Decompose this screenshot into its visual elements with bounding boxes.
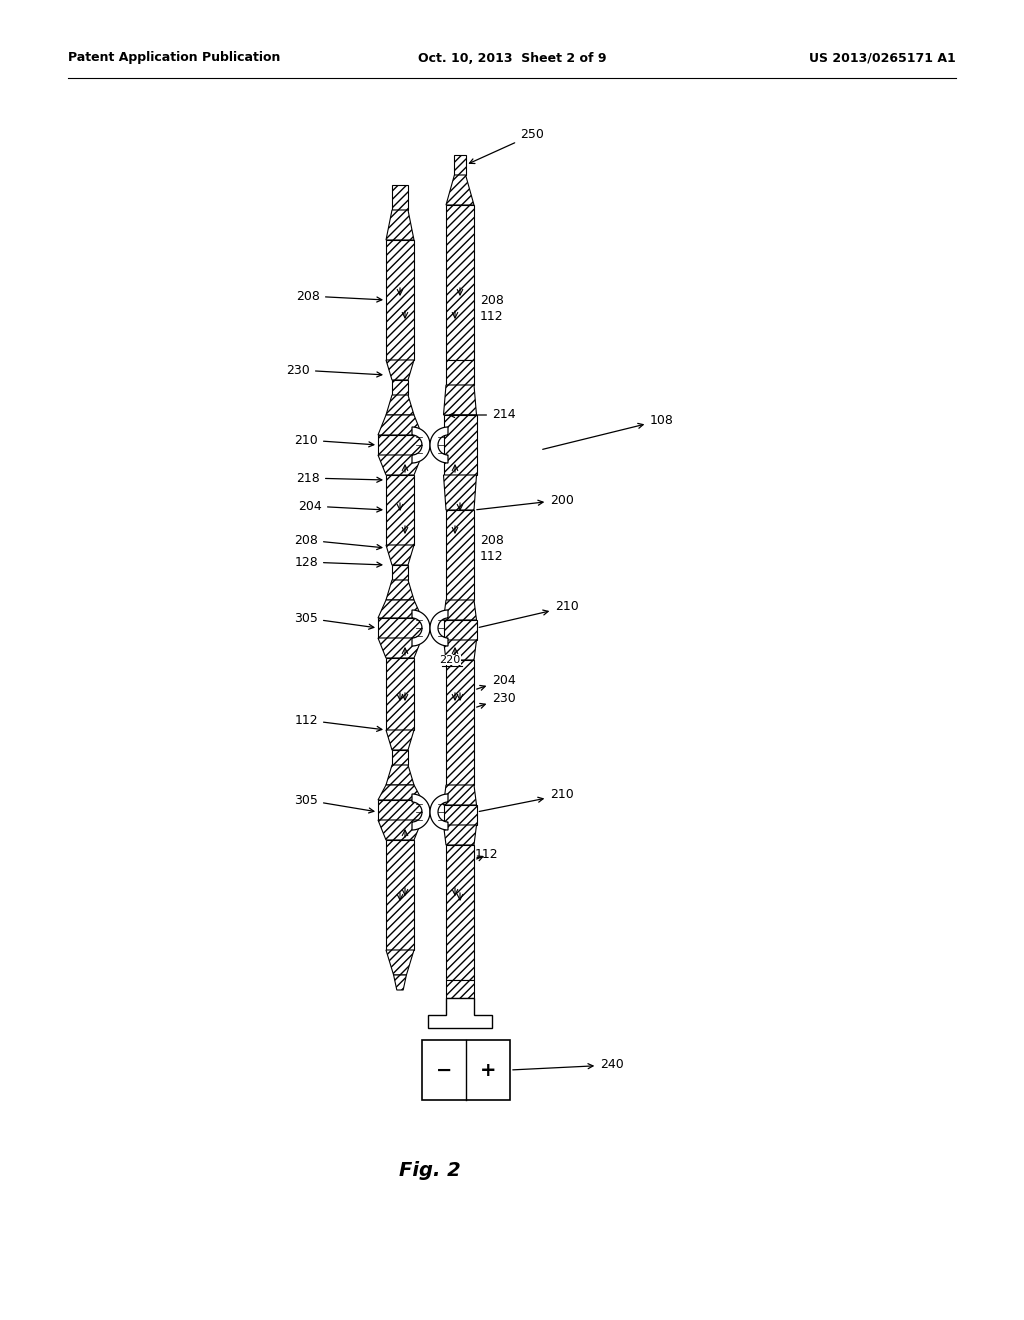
Polygon shape (446, 360, 474, 385)
Text: 230: 230 (287, 363, 382, 378)
Polygon shape (443, 620, 476, 640)
Text: 112: 112 (480, 309, 504, 322)
Text: 305: 305 (294, 793, 374, 813)
Text: 200: 200 (477, 494, 573, 510)
Polygon shape (430, 610, 449, 645)
Polygon shape (386, 475, 414, 545)
Text: 218: 218 (296, 471, 382, 484)
Polygon shape (412, 426, 430, 463)
Bar (422, 1040, 510, 1100)
Polygon shape (386, 545, 414, 565)
Polygon shape (386, 579, 414, 601)
Text: Oct. 10, 2013  Sheet 2 of 9: Oct. 10, 2013 Sheet 2 of 9 (418, 51, 606, 65)
Polygon shape (378, 601, 422, 618)
Polygon shape (428, 998, 492, 1028)
Polygon shape (443, 785, 476, 805)
Polygon shape (446, 979, 474, 998)
Text: 108: 108 (543, 413, 674, 449)
Polygon shape (446, 845, 474, 979)
Text: 208: 208 (294, 533, 382, 549)
Text: Patent Application Publication: Patent Application Publication (68, 51, 281, 65)
Text: 250: 250 (469, 128, 544, 164)
Polygon shape (386, 840, 414, 950)
Text: Fig. 2: Fig. 2 (399, 1160, 461, 1180)
Text: 112: 112 (475, 849, 499, 862)
Polygon shape (446, 660, 474, 785)
Polygon shape (446, 205, 474, 360)
Text: 208: 208 (480, 293, 504, 306)
Polygon shape (443, 805, 476, 825)
Polygon shape (386, 657, 414, 730)
Polygon shape (443, 825, 476, 845)
Polygon shape (378, 618, 422, 638)
Polygon shape (378, 820, 422, 840)
Text: 204: 204 (476, 673, 516, 690)
Polygon shape (443, 640, 476, 660)
Text: 208: 208 (296, 289, 382, 302)
Text: 210: 210 (479, 601, 579, 627)
Text: 204: 204 (298, 499, 382, 512)
Polygon shape (386, 210, 414, 240)
Polygon shape (392, 185, 408, 210)
Text: 208: 208 (480, 533, 504, 546)
Polygon shape (412, 795, 430, 830)
Polygon shape (443, 601, 476, 620)
Polygon shape (455, 154, 466, 176)
Polygon shape (392, 565, 408, 579)
Polygon shape (378, 638, 422, 657)
Text: US 2013/0265171 A1: US 2013/0265171 A1 (809, 51, 956, 65)
Polygon shape (443, 414, 476, 475)
Polygon shape (430, 426, 449, 463)
Text: 210: 210 (479, 788, 573, 812)
Text: 128: 128 (294, 556, 382, 569)
Polygon shape (386, 240, 414, 360)
Text: 220: 220 (439, 655, 461, 665)
Text: 112: 112 (480, 549, 504, 562)
Polygon shape (443, 475, 476, 510)
Polygon shape (386, 766, 414, 785)
Polygon shape (386, 950, 414, 975)
Text: 240: 240 (513, 1059, 624, 1072)
Text: 230: 230 (476, 692, 516, 709)
Polygon shape (386, 730, 414, 750)
Text: 305: 305 (294, 611, 374, 630)
Polygon shape (378, 436, 422, 455)
Polygon shape (446, 510, 474, 601)
Text: −: − (436, 1060, 453, 1080)
Polygon shape (378, 800, 422, 820)
Polygon shape (430, 795, 449, 830)
Polygon shape (446, 176, 474, 205)
Polygon shape (386, 395, 414, 414)
Text: +: + (480, 1060, 497, 1080)
Polygon shape (378, 785, 422, 800)
Text: 112: 112 (294, 714, 382, 731)
Polygon shape (443, 385, 476, 414)
Text: 214: 214 (450, 408, 516, 421)
Polygon shape (392, 380, 408, 395)
Polygon shape (392, 750, 408, 766)
Polygon shape (412, 610, 430, 645)
Polygon shape (378, 414, 422, 436)
Polygon shape (393, 975, 407, 990)
Polygon shape (386, 360, 414, 380)
Text: 210: 210 (294, 433, 374, 447)
Polygon shape (378, 455, 422, 475)
